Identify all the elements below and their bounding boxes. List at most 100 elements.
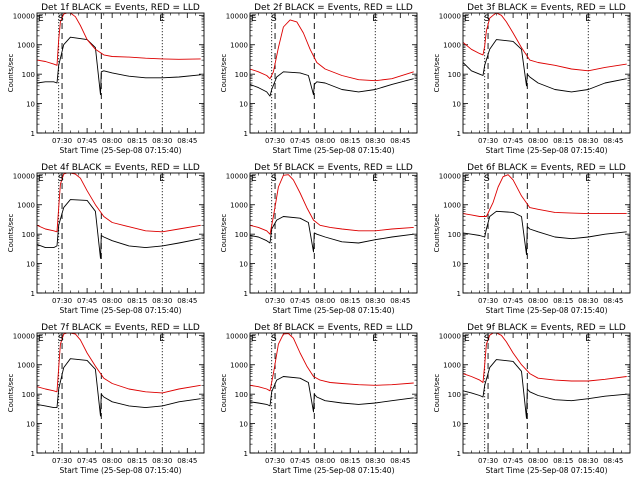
y-tick-label: 1 — [31, 130, 35, 138]
y-tick-label: 10 — [452, 261, 461, 269]
detector-plot-1: Det 1f BLACK = Events, RED = LLD Counts/s… — [7, 3, 205, 155]
e-marker-label: E — [372, 174, 378, 184]
y-tick-label: 1 — [244, 130, 248, 138]
e-marker-label-left: E — [251, 334, 257, 344]
x-tick-label: 08:45 — [390, 137, 410, 145]
plot-frame — [462, 172, 631, 294]
x-tick-label: 07:45 — [503, 297, 523, 305]
x-tick-label: 08:45 — [177, 137, 197, 145]
x-tick-label: 08:45 — [177, 297, 197, 305]
x-tick-label: 08:45 — [177, 457, 197, 465]
y-axis-label: Counts/sec — [7, 54, 15, 93]
lld-series-line — [250, 174, 414, 235]
y-tick-label: 1 — [244, 450, 248, 458]
y-tick-label: 10000 — [226, 332, 248, 340]
plot-frame — [462, 332, 631, 454]
plot-title: Det 5f BLACK = Events, RED = LLD — [254, 163, 413, 173]
x-tick-label: 08:00 — [528, 297, 548, 305]
y-tick-label: 10 — [26, 101, 35, 109]
y-axis-label: Counts/sec — [433, 214, 441, 253]
x-tick-label: 07:30 — [478, 457, 498, 465]
y-tick-label: 1000 — [17, 42, 35, 50]
plot-title: Det 9f BLACK = Events, RED = LLD — [467, 323, 626, 333]
lld-series-line — [463, 333, 627, 383]
x-tick-label: 07:45 — [77, 457, 97, 465]
e-marker-label: E — [372, 334, 378, 344]
y-tick-label: 10000 — [439, 12, 461, 20]
detector-plot-3: Det 3f BLACK = Events, RED = LLD Counts/s… — [433, 3, 631, 155]
x-tick-label: 08:30 — [152, 137, 172, 145]
y-tick-label: 1000 — [230, 362, 248, 370]
y-axis-label: Counts/sec — [220, 54, 228, 93]
e-marker-label: E — [372, 14, 378, 24]
x-tick-label: 07:30 — [478, 137, 498, 145]
x-tick-label: 08:15 — [553, 457, 573, 465]
plot-title: Det 8f BLACK = Events, RED = LLD — [254, 323, 413, 333]
lld-series-line — [250, 333, 414, 392]
plot-title: Det 6f BLACK = Events, RED = LLD — [467, 163, 626, 173]
e-marker-label: E — [585, 14, 591, 24]
x-axis-label: Start Time (25-Sep-08 07:15:40) — [486, 306, 608, 315]
lld-series-line — [37, 333, 201, 394]
e-marker-label-left: E — [464, 14, 470, 24]
y-tick-label: 1 — [457, 450, 461, 458]
detector-plot-8: Det 8f BLACK = Events, RED = LLD Counts/s… — [220, 323, 418, 475]
lld-series-line — [37, 173, 201, 233]
plot-area — [250, 333, 414, 453]
y-axis-label: Counts/sec — [433, 54, 441, 93]
s-marker-label: S — [484, 174, 490, 184]
events-series-line — [250, 376, 414, 413]
x-tick-label: 08:45 — [603, 137, 623, 145]
y-tick-label: 10000 — [226, 172, 248, 180]
y-tick-label: 10000 — [13, 172, 35, 180]
detector-plot-5: Det 5f BLACK = Events, RED = LLD Counts/s… — [220, 163, 418, 315]
x-tick-label: 07:45 — [290, 457, 310, 465]
detector-plot-2: Det 2f BLACK = Events, RED = LLD Counts/s… — [220, 3, 418, 155]
plot-title: Det 7f BLACK = Events, RED = LLD — [41, 323, 200, 333]
s-marker-label: S — [484, 14, 490, 24]
detector-plot-6: Det 6f BLACK = Events, RED = LLD Counts/s… — [433, 163, 631, 315]
x-tick-label: 08:30 — [365, 297, 385, 305]
y-tick-label: 100 — [235, 231, 248, 239]
e-marker-label-left: E — [38, 174, 44, 184]
e-marker-label-left: E — [464, 334, 470, 344]
x-tick-label: 08:00 — [102, 137, 122, 145]
x-tick-label: 08:15 — [127, 457, 147, 465]
x-tick-label: 08:00 — [315, 457, 335, 465]
x-axis-label: Start Time (25-Sep-08 07:15:40) — [60, 146, 182, 155]
x-tick-label: 07:30 — [265, 137, 285, 145]
y-tick-label: 1 — [457, 130, 461, 138]
x-tick-label: 08:30 — [578, 457, 598, 465]
y-tick-label: 10 — [26, 261, 35, 269]
plot-frame — [36, 172, 205, 294]
x-tick-label: 07:30 — [52, 457, 72, 465]
e-marker-label: E — [159, 14, 165, 24]
x-tick-label: 08:30 — [152, 457, 172, 465]
x-tick-label: 08:30 — [365, 457, 385, 465]
x-tick-label: 08:15 — [340, 137, 360, 145]
x-axis-label: Start Time (25-Sep-08 07:15:40) — [60, 466, 182, 475]
plot-title: Det 1f BLACK = Events, RED = LLD — [41, 3, 200, 13]
x-tick-label: 08:15 — [127, 297, 147, 305]
detector-plot-9: Det 9f BLACK = Events, RED = LLD Counts/s… — [433, 323, 631, 475]
plot-area — [250, 13, 414, 133]
x-tick-label: 08:30 — [578, 297, 598, 305]
y-tick-label: 1000 — [17, 202, 35, 210]
y-tick-label: 100 — [235, 71, 248, 79]
lld-series-line — [250, 19, 414, 82]
x-tick-label: 08:30 — [578, 137, 598, 145]
s-marker-label: S — [484, 334, 490, 344]
x-tick-label: 08:45 — [603, 297, 623, 305]
plot-frame — [462, 12, 631, 134]
y-tick-label: 10000 — [13, 12, 35, 20]
events-series-line — [250, 216, 414, 253]
e-marker-label-left: E — [464, 174, 470, 184]
x-tick-label: 08:15 — [127, 137, 147, 145]
x-axis-label: Start Time (25-Sep-08 07:15:40) — [486, 466, 608, 475]
y-axis-label: Counts/sec — [7, 214, 15, 253]
y-tick-label: 10 — [452, 421, 461, 429]
x-tick-label: 07:30 — [52, 137, 72, 145]
s-marker-label: S — [58, 174, 64, 184]
y-tick-label: 1 — [31, 290, 35, 298]
